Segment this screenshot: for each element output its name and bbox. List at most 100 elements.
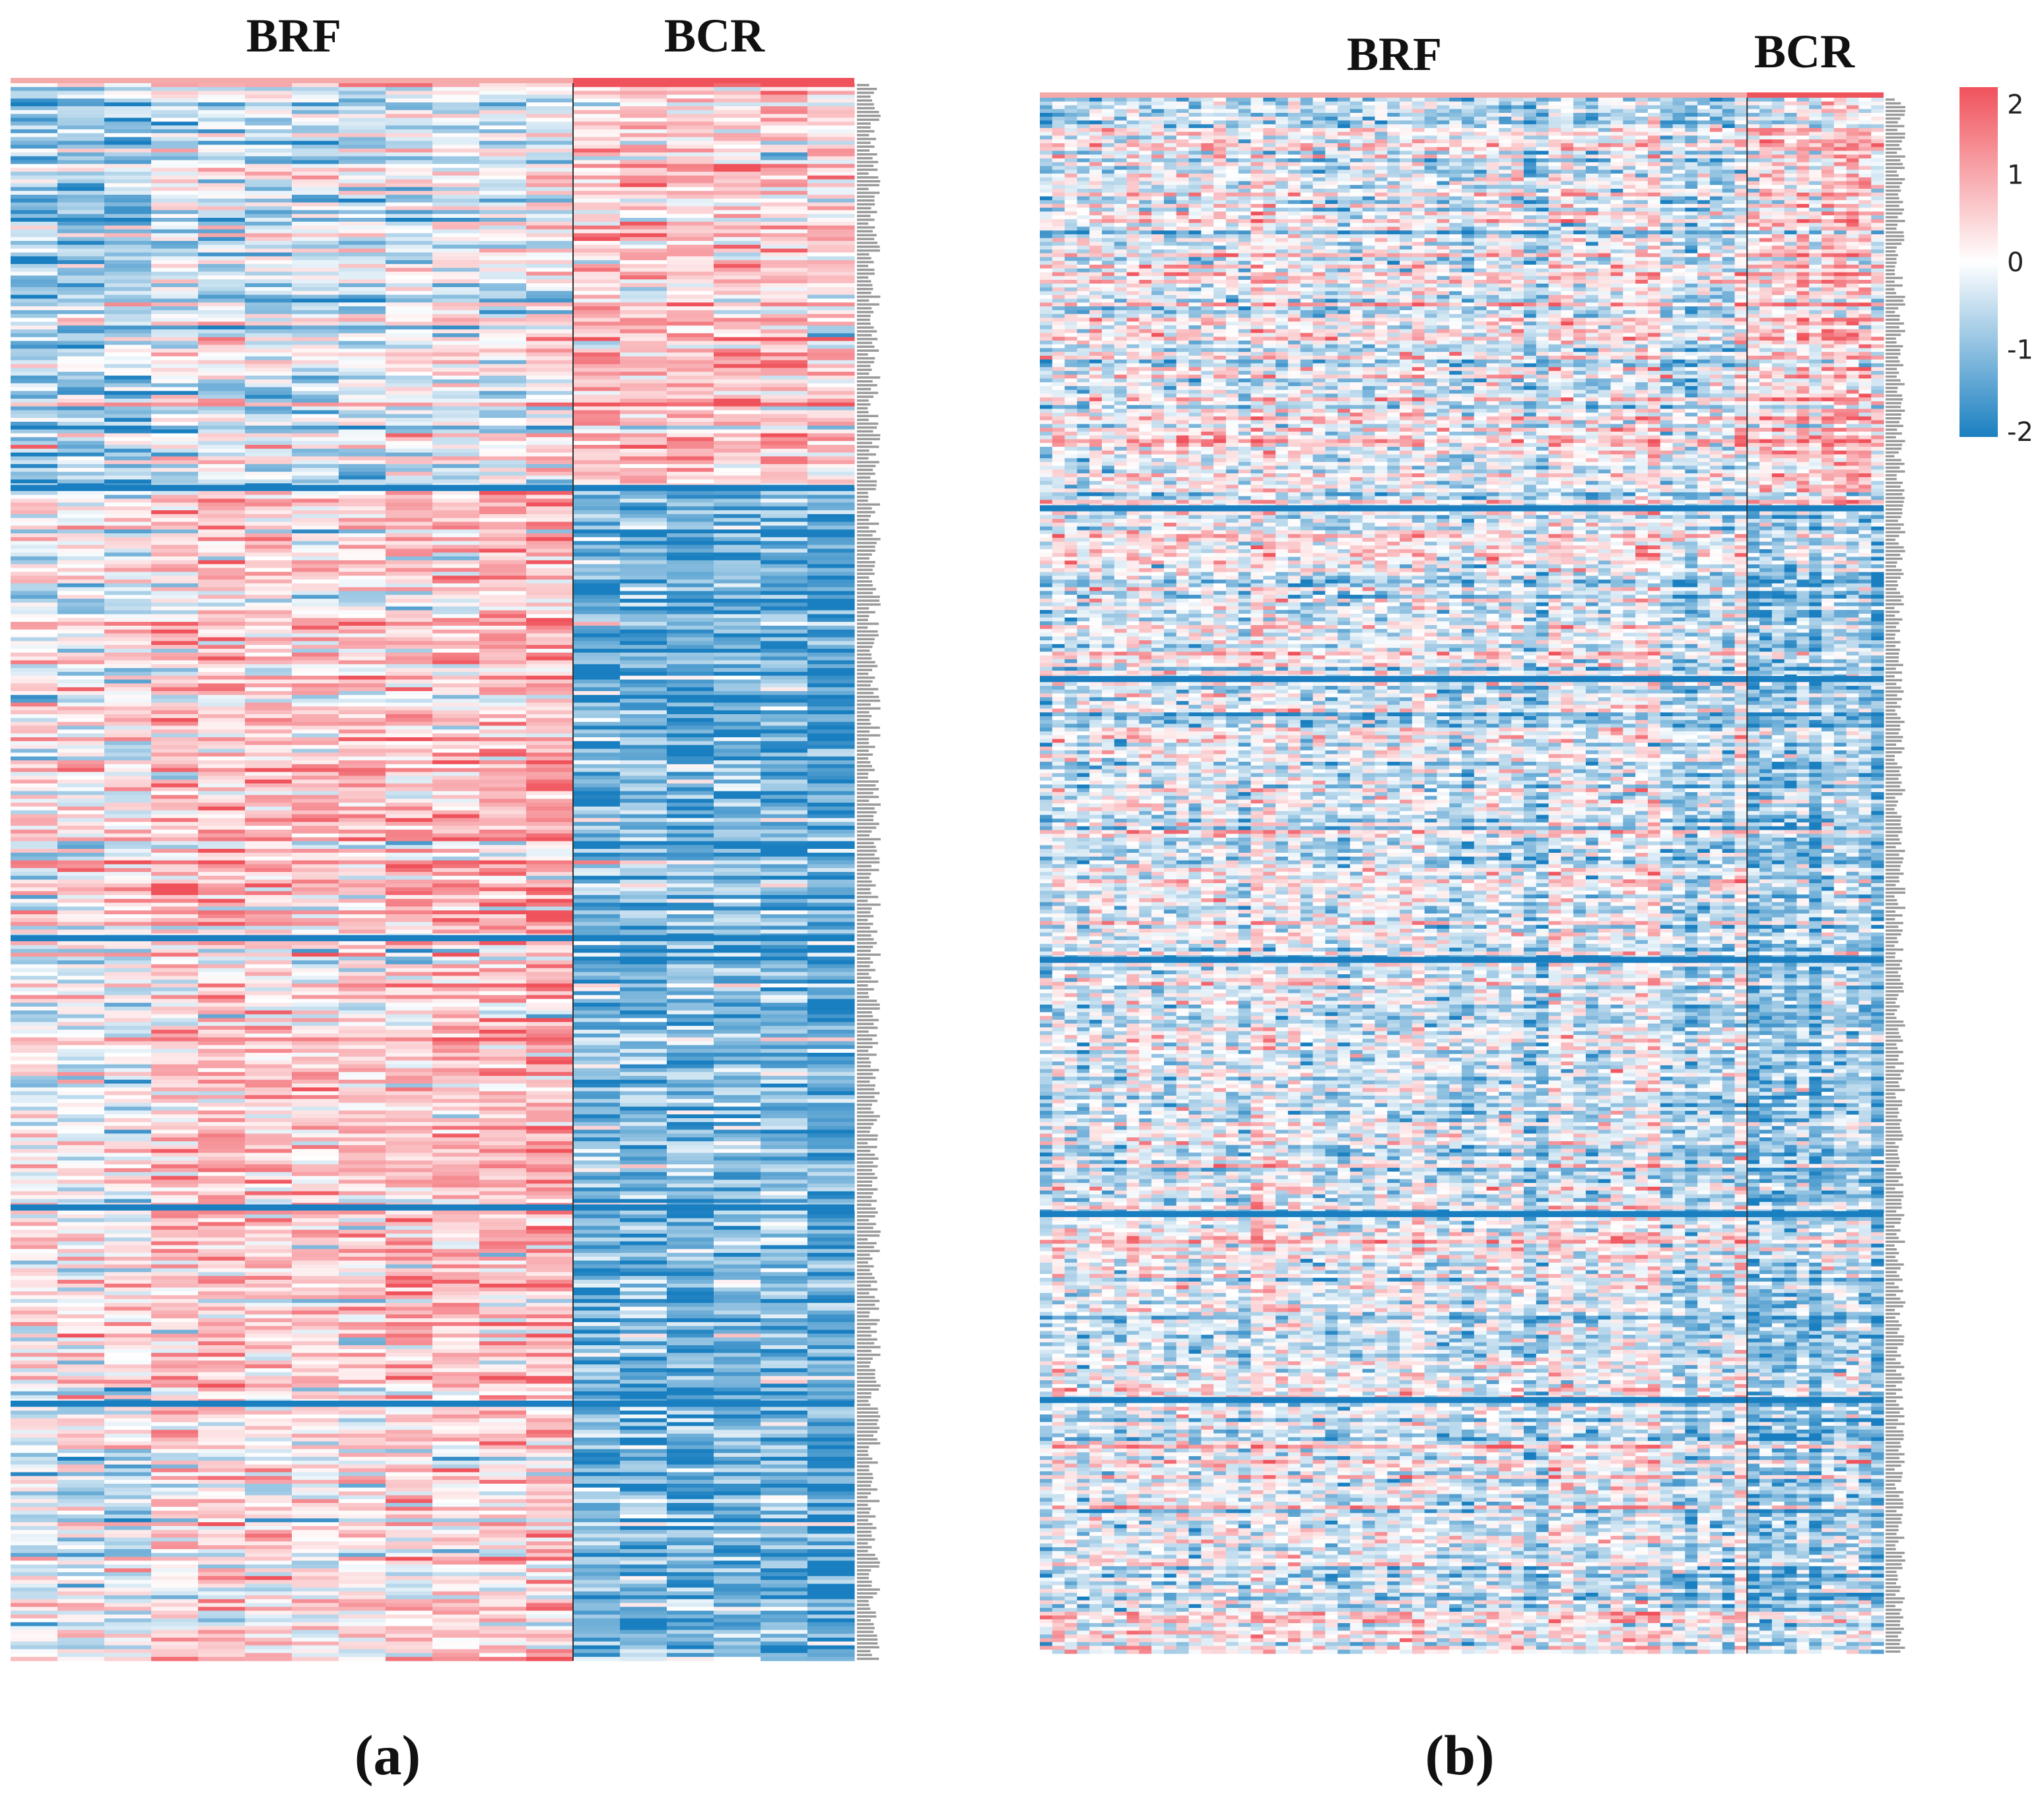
heatmap-cell xyxy=(245,656,292,661)
heatmap-cell xyxy=(714,810,761,815)
heatmap-cell xyxy=(57,460,105,465)
heatmap-cell xyxy=(339,910,386,915)
heatmap-cell xyxy=(667,360,714,365)
heatmap-cell xyxy=(386,879,433,884)
heatmap-cell xyxy=(573,849,621,853)
heatmap-cell xyxy=(807,1007,855,1011)
heatmap-cell xyxy=(11,333,58,338)
heatmap-cell xyxy=(339,837,386,842)
heatmap-cell xyxy=(620,1072,667,1077)
heatmap-cell xyxy=(807,706,855,711)
heatmap-cell xyxy=(479,1091,527,1096)
heatmap-cell xyxy=(292,133,339,138)
heatmap-cell xyxy=(339,706,386,711)
heatmap-cell xyxy=(573,579,621,584)
heatmap-cell xyxy=(761,1121,808,1127)
heatmap-cell xyxy=(198,1091,246,1096)
heatmap-cell xyxy=(667,652,714,657)
heatmap-cell xyxy=(292,921,339,927)
heatmap-cell xyxy=(807,1137,855,1142)
heatmap-cell xyxy=(245,671,292,677)
heatmap-cell xyxy=(11,437,58,442)
heatmap-cell xyxy=(151,271,199,277)
heatmap-cell xyxy=(386,583,433,588)
heatmap-cell xyxy=(151,687,199,692)
heatmap-cell xyxy=(807,421,855,426)
heatmap-cell xyxy=(761,968,808,973)
heatmap-cell xyxy=(526,1030,574,1034)
heatmap-cell xyxy=(386,776,433,780)
heatmap-cell xyxy=(198,341,246,345)
heatmap-cell xyxy=(526,94,574,99)
heatmap-cell xyxy=(104,179,152,184)
heatmap-cell xyxy=(479,521,527,526)
heatmap-cell xyxy=(151,125,199,130)
heatmap-cell xyxy=(432,467,480,473)
heatmap-cell xyxy=(479,698,527,704)
heatmap-cell xyxy=(667,391,714,395)
heatmap-cell xyxy=(667,949,714,954)
heatmap-cell xyxy=(526,776,574,780)
heatmap-cell xyxy=(245,202,292,207)
heatmap-cell xyxy=(479,987,527,992)
heatmap-cell xyxy=(761,1106,808,1112)
heatmap-cell xyxy=(198,279,246,284)
heatmap-cell xyxy=(667,872,714,877)
heatmap-cell xyxy=(386,121,433,126)
heatmap-cell xyxy=(807,86,855,92)
heatmap-cell xyxy=(620,229,667,234)
heatmap-cell xyxy=(807,156,855,161)
heatmap-cell xyxy=(573,471,621,477)
heatmap-cell xyxy=(667,410,714,415)
heatmap-cell xyxy=(526,349,574,353)
heatmap-cell xyxy=(479,691,527,696)
heatmap-cell xyxy=(479,214,527,218)
heatmap-cell xyxy=(526,1114,574,1119)
heatmap-cell xyxy=(667,717,714,723)
heatmap-cell xyxy=(667,210,714,215)
heatmap-cell xyxy=(714,1022,761,1026)
heatmap-cell xyxy=(807,198,855,203)
heatmap-cell xyxy=(667,337,714,342)
heatmap-cell xyxy=(479,956,527,961)
heatmap-cell xyxy=(432,448,480,453)
heatmap-cell xyxy=(432,271,480,277)
heatmap-cell xyxy=(292,1045,339,1050)
heatmap-cell xyxy=(573,776,621,780)
heatmap-cell xyxy=(807,252,855,257)
heatmap-cell xyxy=(714,145,761,149)
heatmap-cell xyxy=(245,456,292,461)
heatmap-cell xyxy=(573,826,621,830)
heatmap-cell xyxy=(292,1098,339,1104)
heatmap-cell xyxy=(432,687,480,692)
heatmap-cell xyxy=(386,271,433,277)
heatmap-cell xyxy=(667,1056,714,1061)
heatmap-cell xyxy=(667,310,714,315)
heatmap-cell xyxy=(807,560,855,565)
heatmap-cell xyxy=(573,1075,621,1081)
heatmap-cell xyxy=(714,576,761,580)
heatmap-cell xyxy=(104,737,152,742)
heatmap-cell xyxy=(714,694,761,700)
heatmap-cell xyxy=(11,460,58,465)
heatmap-cell xyxy=(198,164,246,168)
heatmap-cell xyxy=(339,345,386,349)
heatmap-cell xyxy=(714,117,761,122)
heatmap-cell xyxy=(386,772,433,776)
heatmap-cell xyxy=(104,891,152,896)
heatmap-cell xyxy=(526,83,574,88)
heatmap-cell xyxy=(620,256,667,261)
heatmap-cell xyxy=(667,752,714,757)
heatmap-cell xyxy=(620,425,667,430)
heatmap-cell xyxy=(807,110,855,115)
heatmap-cell xyxy=(714,729,761,734)
heatmap-cell xyxy=(151,333,199,338)
heatmap-cell xyxy=(526,114,574,119)
heatmap-cell xyxy=(432,668,480,673)
heatmap-cell xyxy=(386,837,433,842)
heatmap-cell xyxy=(151,1083,199,1088)
heatmap-cell xyxy=(245,391,292,395)
heatmap-cell xyxy=(151,891,199,896)
heatmap-cell xyxy=(245,556,292,561)
heatmap-cell xyxy=(11,1129,58,1134)
